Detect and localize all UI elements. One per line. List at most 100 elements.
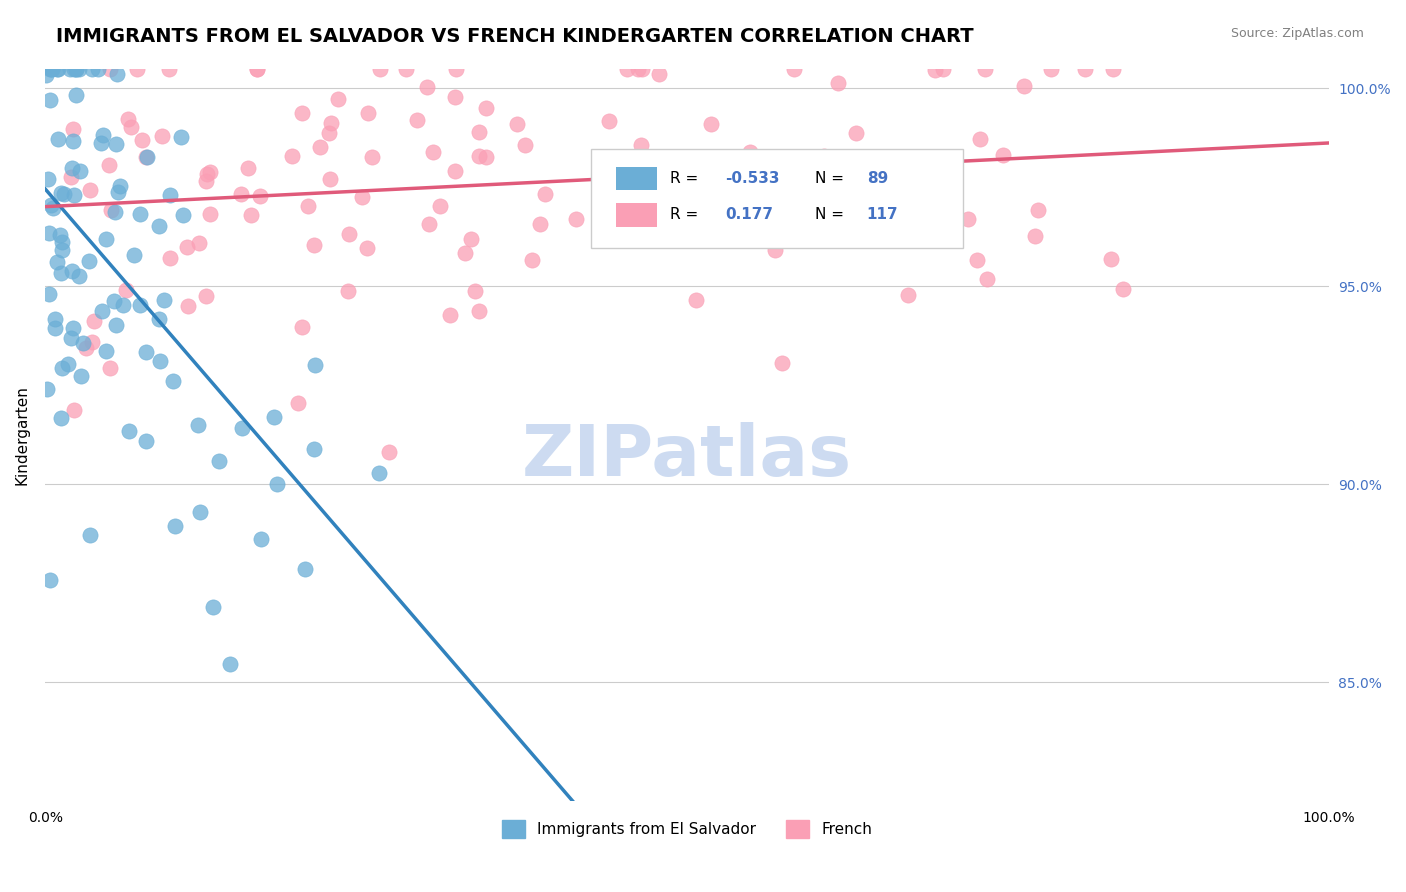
Point bbox=[630, 138, 652, 153]
Point bbox=[63, 187, 86, 202]
Point bbox=[360, 150, 382, 164]
Point bbox=[51, 235, 73, 249]
Point bbox=[297, 199, 319, 213]
Point bbox=[236, 161, 259, 175]
Point bbox=[170, 130, 193, 145]
Point bbox=[60, 264, 83, 278]
Point bbox=[444, 62, 467, 76]
Point bbox=[37, 172, 59, 186]
Point bbox=[460, 232, 482, 246]
Point bbox=[976, 271, 998, 285]
Point bbox=[513, 137, 536, 152]
Point bbox=[48, 228, 70, 243]
Point bbox=[711, 219, 734, 233]
Point bbox=[152, 293, 174, 307]
Point bbox=[897, 288, 920, 302]
Point bbox=[107, 185, 129, 199]
Point bbox=[309, 139, 332, 153]
Point bbox=[966, 253, 988, 268]
Point bbox=[90, 304, 112, 318]
Point bbox=[159, 188, 181, 202]
Point bbox=[162, 374, 184, 388]
Point bbox=[149, 353, 172, 368]
Text: Source: ZipAtlas.com: Source: ZipAtlas.com bbox=[1230, 27, 1364, 40]
Point bbox=[685, 293, 707, 307]
Point bbox=[475, 150, 498, 164]
Point bbox=[135, 150, 157, 164]
Point bbox=[941, 170, 963, 185]
Point bbox=[35, 69, 58, 83]
Point bbox=[631, 209, 654, 223]
Y-axis label: Kindergarten: Kindergarten bbox=[15, 384, 30, 484]
Point bbox=[65, 88, 87, 103]
Point bbox=[105, 318, 128, 332]
Point bbox=[287, 396, 309, 410]
Point bbox=[229, 186, 252, 201]
Point bbox=[249, 189, 271, 203]
Point bbox=[172, 208, 194, 222]
Point bbox=[378, 445, 401, 459]
Point bbox=[98, 62, 121, 76]
Point bbox=[62, 321, 84, 335]
Point bbox=[813, 149, 835, 163]
Point bbox=[44, 311, 66, 326]
Point bbox=[67, 62, 90, 76]
Point bbox=[62, 134, 84, 148]
Point bbox=[62, 121, 84, 136]
Point bbox=[444, 90, 467, 104]
Point bbox=[520, 253, 543, 268]
Point bbox=[318, 126, 340, 140]
Point bbox=[1040, 62, 1063, 76]
Point bbox=[49, 186, 72, 200]
Point bbox=[45, 62, 67, 76]
Point bbox=[51, 243, 73, 257]
Point bbox=[103, 293, 125, 308]
Text: 117: 117 bbox=[866, 208, 898, 222]
Point bbox=[122, 248, 145, 262]
Point bbox=[39, 93, 62, 107]
Point bbox=[49, 411, 72, 425]
Point bbox=[41, 62, 63, 76]
Point bbox=[198, 207, 221, 221]
Point bbox=[38, 287, 60, 301]
Point bbox=[150, 128, 173, 143]
Point bbox=[187, 417, 209, 432]
Point bbox=[157, 62, 180, 76]
Point bbox=[266, 477, 288, 491]
Point bbox=[827, 76, 849, 90]
Point bbox=[79, 183, 101, 197]
FancyBboxPatch shape bbox=[591, 149, 963, 248]
Point bbox=[104, 136, 127, 151]
Point bbox=[291, 320, 314, 334]
Point bbox=[165, 518, 187, 533]
Point bbox=[58, 357, 80, 371]
Point bbox=[321, 116, 343, 130]
Point bbox=[356, 241, 378, 255]
Point bbox=[1014, 78, 1036, 93]
Point bbox=[94, 232, 117, 246]
Point bbox=[1026, 202, 1049, 217]
Point bbox=[779, 207, 801, 221]
Point bbox=[176, 240, 198, 254]
Point bbox=[79, 528, 101, 542]
Point bbox=[467, 124, 489, 138]
Point bbox=[198, 165, 221, 179]
FancyBboxPatch shape bbox=[616, 167, 658, 190]
Point bbox=[38, 62, 60, 76]
Point bbox=[59, 331, 82, 345]
Point bbox=[468, 149, 491, 163]
Point bbox=[100, 202, 122, 217]
Point bbox=[1024, 228, 1046, 243]
Point bbox=[405, 112, 427, 127]
Point bbox=[474, 101, 496, 115]
Point bbox=[70, 369, 93, 384]
Text: 89: 89 bbox=[866, 171, 887, 186]
Point bbox=[80, 334, 103, 349]
Point bbox=[72, 335, 94, 350]
Point bbox=[770, 356, 793, 370]
Point bbox=[159, 252, 181, 266]
Point bbox=[83, 314, 105, 328]
Point bbox=[65, 62, 87, 76]
Text: N =: N = bbox=[815, 171, 849, 186]
Point bbox=[128, 207, 150, 221]
